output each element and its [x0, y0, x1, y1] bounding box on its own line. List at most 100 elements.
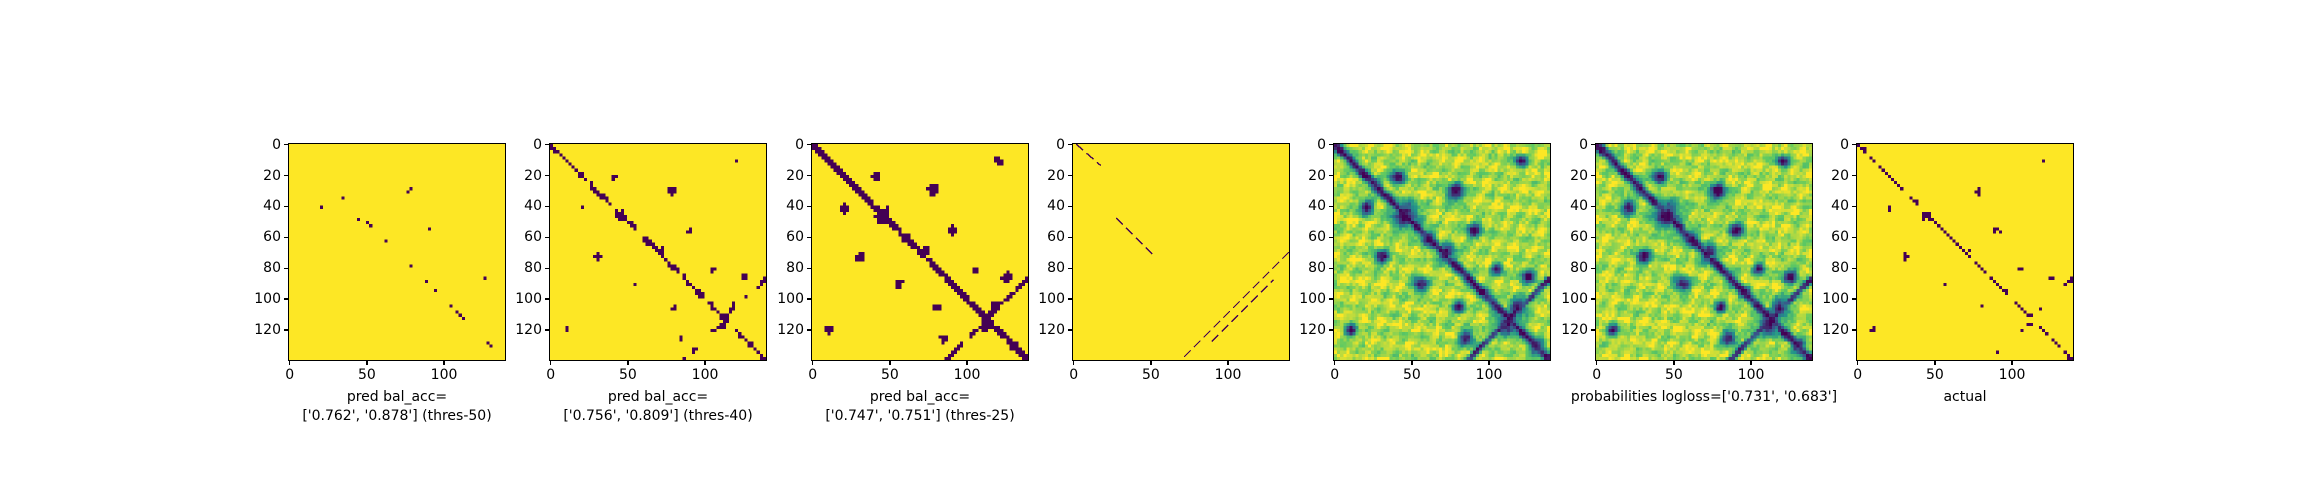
heatmap-cell: [713, 267, 717, 271]
heatmap-cell: [1426, 252, 1430, 256]
heatmap-cell: [1466, 174, 1470, 178]
heatmap-cell: [1475, 227, 1480, 231]
heatmap-cell: [1519, 322, 1523, 327]
heatmap-cell: [1512, 144, 1517, 148]
heatmap-cell: [1516, 214, 1520, 219]
heatmap-cell: [1516, 221, 1520, 225]
heatmap-cell: [1426, 205, 1430, 209]
heatmap-cell: [1482, 236, 1486, 240]
heatmap-cell: [1432, 144, 1436, 148]
heatmap-cell: [1392, 264, 1396, 268]
heatmap-cell: [1417, 245, 1421, 249]
heatmap-cell: [722, 316, 726, 320]
heatmap-cell: [1383, 307, 1387, 311]
heatmap-cell: [1334, 344, 1338, 348]
heatmap-cell: [1516, 310, 1520, 314]
heatmap-cell: [559, 153, 563, 157]
heatmap-cell: [1392, 276, 1396, 280]
heatmap-cell: [1546, 335, 1550, 339]
heatmap-cell: [1380, 310, 1384, 314]
heatmap-cell: [1438, 156, 1442, 160]
heatmap-cell: [1414, 239, 1418, 243]
heatmap-cell: [1371, 156, 1375, 160]
heatmap-cell: [1364, 313, 1368, 317]
heatmap-cell: [1414, 261, 1418, 265]
heatmap-cell: [1494, 316, 1498, 320]
heatmap-cell: [1451, 276, 1455, 280]
heatmap-cell: [1349, 230, 1353, 234]
heatmap-cell: [1491, 344, 1495, 348]
y-tick-label: 80: [263, 260, 281, 277]
heatmap-cell: [1349, 292, 1353, 296]
heatmap-cell: [1346, 165, 1350, 169]
heatmap-cell: [1463, 144, 1467, 148]
heatmap-cell: [1358, 208, 1362, 212]
heatmap-cell: [1451, 329, 1455, 333]
heatmap-cell: [1445, 279, 1449, 283]
heatmap-cell: [1454, 236, 1458, 240]
heatmap-cell: [1509, 316, 1513, 320]
heatmap-cell: [1479, 304, 1483, 308]
heatmap-cell: [1404, 255, 1409, 259]
heatmap-cell: [1420, 304, 1424, 308]
heatmap-cell: [929, 184, 933, 188]
heatmap-cell: [1479, 227, 1483, 231]
heatmap-cell: [1429, 270, 1433, 274]
heatmap-cell: [1457, 264, 1461, 268]
heatmap-cell: [1485, 147, 1489, 151]
heatmap-cell: [1528, 264, 1532, 268]
heatmap-cell: [1383, 285, 1387, 290]
heatmap-cell: [1417, 147, 1421, 151]
heatmap-cell: [1367, 196, 1372, 200]
heatmap-cell: [1414, 341, 1418, 345]
heatmap-cell: [1395, 338, 1399, 342]
heatmap-cell: [1426, 319, 1430, 323]
heatmap-cell: [753, 347, 757, 351]
heatmap-cell: [1411, 144, 1415, 148]
heatmap-cell: [1506, 153, 1510, 157]
heatmap-cell: [1522, 153, 1526, 157]
heatmap-cell: [1334, 208, 1338, 212]
heatmap-cell: [1429, 227, 1433, 231]
heatmap-cell: [1346, 202, 1350, 206]
heatmap-cell: [1352, 319, 1356, 323]
heatmap-cell: [1435, 144, 1439, 148]
heatmap-cell: [1401, 350, 1405, 354]
heatmap-cell: [1534, 344, 1538, 348]
heatmap-cell: [1546, 341, 1550, 345]
heatmap-cell: [1506, 214, 1510, 219]
heatmap-cell: [1414, 147, 1418, 151]
heatmap-cell: [1516, 199, 1520, 203]
heatmap-cell: [1417, 144, 1421, 148]
heatmap-cell: [713, 307, 717, 311]
heatmap-cell: [750, 344, 754, 348]
heatmap-cell: [1457, 341, 1461, 345]
heatmap-cell: [1525, 224, 1529, 228]
heatmap-cell: [1395, 264, 1399, 268]
heatmap-cell: [1395, 252, 1399, 256]
heatmap-cell: [1417, 252, 1421, 256]
heatmap-cell: [1522, 301, 1526, 305]
heatmap-cell: [1497, 165, 1501, 169]
heatmap-cell: [1355, 289, 1359, 293]
heatmap-cell: [1401, 187, 1405, 191]
heatmap-cell: [1346, 147, 1350, 151]
heatmap-cell: [1411, 338, 1415, 342]
heatmap-cell: [1445, 205, 1449, 209]
heatmap-cell: [1352, 289, 1356, 293]
heatmap-cell: [1426, 329, 1430, 333]
heatmap-cell: [1522, 341, 1526, 345]
heatmap-cell: [1361, 298, 1365, 302]
heatmap-cell: [1528, 295, 1532, 299]
heatmap-cell: [1337, 298, 1341, 302]
heatmap-cell: [1451, 162, 1455, 166]
heatmap-cell: [1445, 301, 1449, 305]
heatmap-cell: [1534, 233, 1538, 237]
heatmap-cell: [1519, 214, 1523, 219]
heatmap-cell: [1426, 214, 1430, 219]
heatmap-cell: [1522, 332, 1526, 336]
heatmap-cell: [1361, 177, 1365, 182]
heatmap-cell: [1540, 292, 1544, 296]
heatmap-cell: [1346, 190, 1350, 194]
heatmap-cell: [1337, 196, 1341, 200]
